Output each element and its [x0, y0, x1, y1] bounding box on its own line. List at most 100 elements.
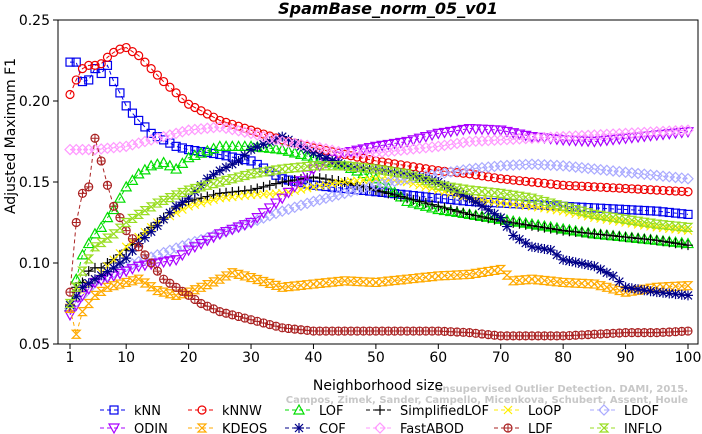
point-inflo: [545, 198, 557, 208]
point-knn: [146, 128, 156, 138]
point-inflo: [526, 193, 538, 203]
legend-label-loop: LoOP: [528, 404, 561, 419]
point-knn: [96, 68, 106, 79]
point-knnw: [159, 76, 169, 87]
point-simplifiedlof: [651, 235, 662, 246]
point-ldf-cross: [178, 287, 187, 296]
legend-item-lof: LOF: [285, 403, 344, 419]
point-simplifiedlof: [389, 189, 400, 200]
point-odin: [294, 176, 307, 187]
point-odin: [276, 193, 289, 205]
point-ldof: [476, 161, 488, 174]
point-kdeos: [245, 272, 257, 283]
point-cof: [89, 274, 100, 285]
point-odin: [251, 213, 264, 224]
point-simplifiedlof: [683, 240, 693, 251]
legend-label-inflo: INFLO: [624, 422, 662, 434]
point-knnw: [84, 60, 94, 70]
point-ldf-cross: [103, 181, 112, 190]
point-kdeos: [482, 266, 494, 277]
point-simplifiedlof: [539, 222, 550, 233]
point-odin: [176, 250, 189, 262]
point-ldof: [351, 184, 364, 196]
point-knnw: [546, 179, 556, 189]
point-ldf-cross: [165, 279, 174, 288]
point-odin: [444, 126, 457, 138]
legend-item-knnw: kNNW: [188, 404, 262, 419]
point-inflo: [314, 161, 326, 171]
point-inflo: [626, 215, 638, 225]
point-simplifiedlof: [214, 188, 225, 199]
point-knn: [77, 76, 88, 87]
point-cof: [77, 282, 88, 293]
point-kdeos: [657, 282, 669, 292]
point-knnw: [552, 179, 562, 190]
point-odin: [394, 137, 407, 149]
point-fastabod: [226, 123, 239, 136]
point-ldof: [463, 163, 476, 175]
point-knn: [446, 194, 456, 205]
point-inflo: [588, 209, 600, 219]
point-fastabod: [207, 121, 220, 134]
point-fastabod: [120, 140, 133, 153]
point-lof: [126, 174, 139, 185]
point-kdeos: [208, 277, 220, 287]
point-odin: [132, 261, 145, 273]
point-ldof: [370, 179, 382, 192]
point-knnw: [446, 167, 456, 177]
point-ldof: [307, 195, 320, 208]
point-fastabod: [213, 121, 226, 133]
point-lof: [282, 144, 295, 156]
point-simplifiedlof: [633, 233, 644, 244]
point-kdeos: [489, 265, 500, 276]
point-lof: [113, 191, 126, 203]
point-inflo: [245, 169, 257, 179]
point-knnw: [677, 186, 687, 196]
point-simplifiedlof: [458, 207, 469, 218]
point-knn: [652, 206, 662, 216]
point-fastabod: [176, 125, 189, 138]
point-cof: [264, 136, 275, 147]
point-inflo: [464, 185, 475, 195]
y-axis-label: Adjusted Maximum F1: [3, 58, 19, 214]
point-lof: [170, 162, 183, 174]
point-inflo: [657, 220, 669, 230]
point-cof: [246, 144, 257, 155]
point-knn: [639, 205, 649, 216]
point-fastabod: [107, 141, 120, 154]
point-knnw: [152, 70, 162, 80]
point-knnw: [633, 184, 643, 194]
point-inflo: [439, 181, 450, 191]
point-odin: [245, 217, 258, 229]
point-inflo: [507, 190, 519, 200]
watermark-line-2: Campos, Zimek, Sander, Campello, Micenko…: [286, 395, 688, 406]
point-cof: [65, 300, 75, 311]
point-simplifiedlof: [589, 228, 600, 239]
point-lof: [401, 195, 414, 207]
point-inflo: [264, 166, 276, 176]
point-cof: [83, 278, 94, 289]
point-knn: [177, 143, 187, 153]
legend-marker-knn: [109, 405, 119, 415]
point-inflo: [495, 188, 507, 198]
point-cof: [208, 169, 219, 180]
point-kdeos: [289, 281, 301, 291]
point-inflo: [170, 190, 182, 200]
point-odin: [650, 130, 663, 142]
point-knnw: [140, 57, 150, 67]
point-knnw: [577, 181, 587, 191]
point-ldf-cross: [72, 218, 81, 227]
point-kdeos: [270, 280, 282, 290]
point-odin: [263, 203, 276, 215]
point-simplifiedlof: [595, 229, 606, 240]
point-cof: [508, 230, 519, 241]
point-odin: [419, 132, 432, 143]
point-lof: [88, 227, 101, 239]
point-cof: [445, 183, 456, 194]
point-cof: [158, 214, 169, 225]
point-knnw: [165, 82, 175, 92]
point-knnw: [664, 186, 674, 196]
point-lof: [344, 162, 357, 173]
point-ldf-cross: [159, 275, 168, 284]
point-ldf-cross: [184, 291, 193, 300]
